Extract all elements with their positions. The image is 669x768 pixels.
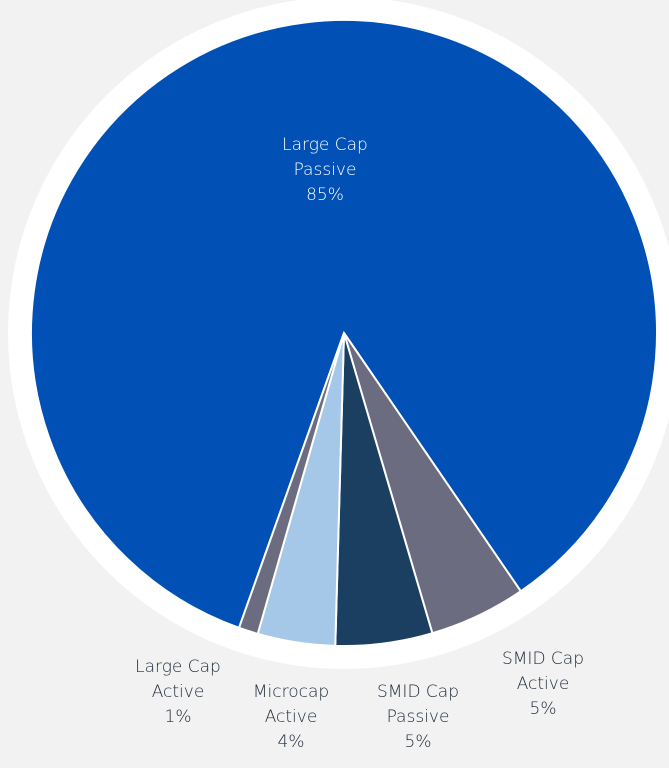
slice-label: Large Cap Passive 85%: [270, 133, 380, 208]
category-label: Microcap Active: [252, 682, 330, 727]
slice-label: Microcap Active 4%: [245, 680, 337, 755]
pie-slice: [30, 19, 658, 630]
category-label: SMID Cap Passive: [376, 682, 460, 727]
value-label: 4%: [277, 732, 305, 752]
value-label: 5%: [529, 699, 557, 719]
slice-label: Large Cap Active 1%: [132, 655, 224, 730]
slice-label: SMID Cap Active 5%: [497, 647, 589, 722]
value-label: 85%: [306, 185, 344, 205]
category-label: Large Cap Passive: [282, 135, 368, 180]
pie-slice: [237, 332, 345, 636]
value-label: 1%: [164, 707, 192, 727]
slice-label: SMID Cap Passive 5%: [372, 680, 464, 755]
category-label: Large Cap Active: [135, 657, 221, 702]
value-label: 5%: [404, 732, 432, 752]
category-label: SMID Cap Active: [501, 649, 585, 694]
